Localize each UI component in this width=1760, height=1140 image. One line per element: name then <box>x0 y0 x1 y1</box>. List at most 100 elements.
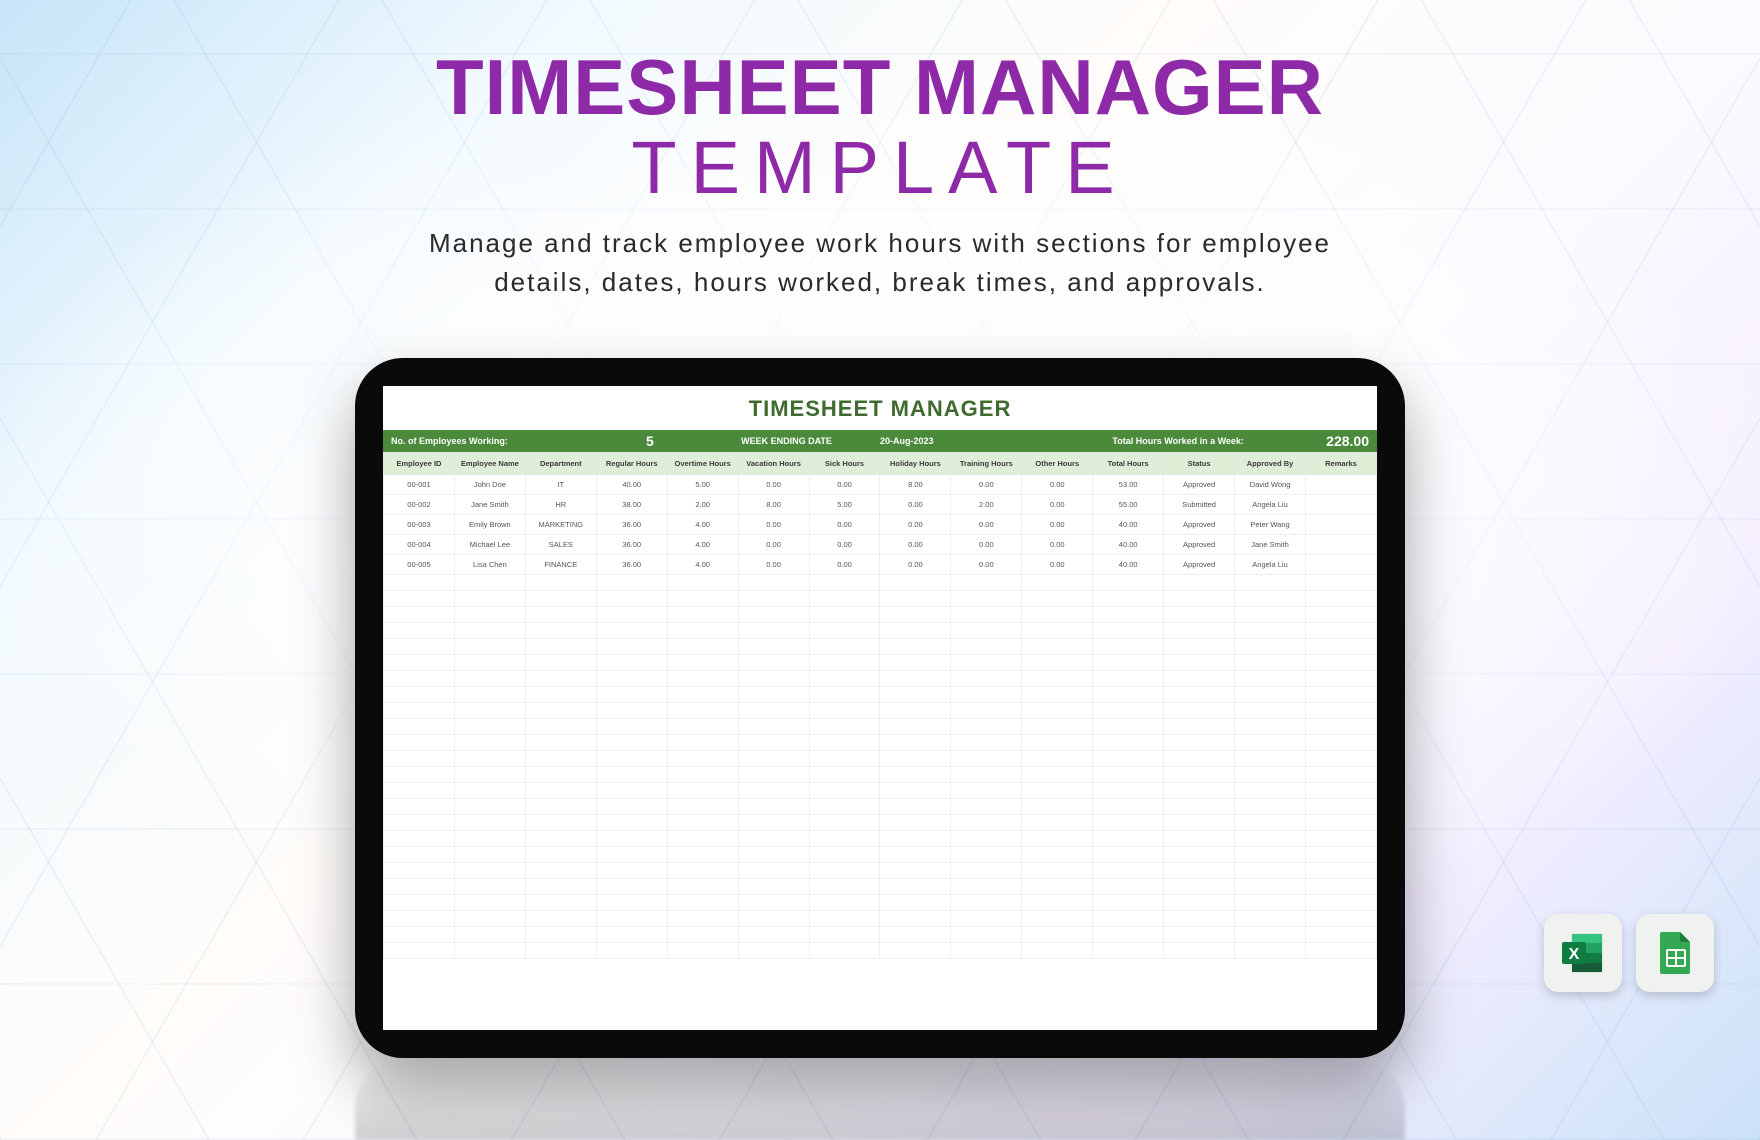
table-cell-empty <box>1164 655 1235 671</box>
table-row: 00-004Michael LeeSALES36.004.000.000.000… <box>384 535 1377 555</box>
table-cell-empty <box>1305 623 1376 639</box>
table-cell-empty <box>880 607 951 623</box>
table-cell: 0.00 <box>880 515 951 535</box>
table-cell-empty <box>880 591 951 607</box>
table-cell-empty <box>667 751 738 767</box>
table-cell-empty <box>454 895 525 911</box>
table-cell-empty <box>525 607 596 623</box>
table-cell-empty <box>880 943 951 959</box>
table-cell-empty <box>738 943 809 959</box>
table-row-empty <box>384 607 1377 623</box>
table-row-empty <box>384 671 1377 687</box>
table-cell-empty <box>738 831 809 847</box>
table-cell-empty <box>1164 591 1235 607</box>
table-cell-empty <box>951 943 1022 959</box>
table-cell-empty <box>738 847 809 863</box>
table-cell-empty <box>1235 591 1306 607</box>
table-cell: MARKETING <box>525 515 596 535</box>
table-cell-empty <box>1235 879 1306 895</box>
table-cell-empty <box>1235 831 1306 847</box>
table-cell-empty <box>1093 879 1164 895</box>
table-cell-empty <box>667 911 738 927</box>
table-row-empty <box>384 847 1377 863</box>
table-cell-empty <box>384 735 455 751</box>
table-cell-empty <box>809 767 880 783</box>
table-cell-empty <box>738 591 809 607</box>
table-cell-empty <box>667 671 738 687</box>
table-cell-empty <box>454 943 525 959</box>
table-cell-empty <box>738 655 809 671</box>
table-cell-empty <box>1235 687 1306 703</box>
table-cell-empty <box>1235 767 1306 783</box>
table-cell-empty <box>809 671 880 687</box>
table-cell-empty <box>951 655 1022 671</box>
table-cell-empty <box>880 799 951 815</box>
table-cell-empty <box>951 815 1022 831</box>
table-cell-empty <box>809 591 880 607</box>
table-cell-empty <box>1305 751 1376 767</box>
table-cell: 0.00 <box>738 475 809 495</box>
table-cell-empty <box>1022 799 1093 815</box>
table-cell: Approved <box>1164 535 1235 555</box>
table-cell-empty <box>1093 767 1164 783</box>
table-cell-empty <box>1093 847 1164 863</box>
table-cell-empty <box>667 719 738 735</box>
table-cell-empty <box>1235 783 1306 799</box>
table-cell-empty <box>738 719 809 735</box>
table-cell: 0.00 <box>809 535 880 555</box>
table-cell-empty <box>1093 735 1164 751</box>
table-cell-empty <box>1022 735 1093 751</box>
table-cell-empty <box>809 607 880 623</box>
table-cell-empty <box>1093 927 1164 943</box>
table-cell-empty <box>596 879 667 895</box>
table-cell-empty <box>809 943 880 959</box>
table-cell-empty <box>951 639 1022 655</box>
table-row-empty <box>384 879 1377 895</box>
table-cell-empty <box>1093 655 1164 671</box>
column-header: Overtime Hours <box>667 453 738 475</box>
table-cell-empty <box>1305 703 1376 719</box>
table-cell-empty <box>667 767 738 783</box>
table-cell-empty <box>384 719 455 735</box>
table-row: 00-001John DoeIT40.005.000.000.008.000.0… <box>384 475 1377 495</box>
table-cell: Peter Wang <box>1235 515 1306 535</box>
table-cell-empty <box>1164 671 1235 687</box>
table-row: 00-002Jane SmithHR38.002.008.005.000.002… <box>384 495 1377 515</box>
table-row-empty <box>384 703 1377 719</box>
table-cell-empty <box>1235 671 1306 687</box>
table-cell-empty <box>951 575 1022 591</box>
table-cell-empty <box>384 607 455 623</box>
table-cell: 2.00 <box>951 495 1022 515</box>
table-cell-empty <box>1093 639 1164 655</box>
table-cell: David Wong <box>1235 475 1306 495</box>
table-cell-empty <box>1164 943 1235 959</box>
table-row-empty <box>384 831 1377 847</box>
table-body: 00-001John DoeIT40.005.000.000.008.000.0… <box>384 475 1377 959</box>
table-cell-empty <box>596 911 667 927</box>
table-cell: 0.00 <box>951 535 1022 555</box>
table-cell: 0.00 <box>738 515 809 535</box>
table-cell-empty <box>1305 943 1376 959</box>
table-row-empty <box>384 943 1377 959</box>
table-cell-empty <box>667 895 738 911</box>
table-row-empty <box>384 751 1377 767</box>
timesheet-table: Employee IDEmployee NameDepartmentRegula… <box>383 452 1377 959</box>
table-cell: Angela Liu <box>1235 555 1306 575</box>
table-cell-empty <box>1022 767 1093 783</box>
table-cell-empty <box>1022 831 1093 847</box>
table-cell-empty <box>596 639 667 655</box>
table-cell-empty <box>384 831 455 847</box>
table-cell: 00-002 <box>384 495 455 515</box>
table-cell: 00-005 <box>384 555 455 575</box>
table-row-empty <box>384 815 1377 831</box>
table-cell-empty <box>667 927 738 943</box>
table-cell: Angela Liu <box>1235 495 1306 515</box>
table-cell-empty <box>1164 623 1235 639</box>
table-cell-empty <box>809 735 880 751</box>
table-cell-empty <box>384 703 455 719</box>
table-cell-empty <box>454 927 525 943</box>
table-cell-empty <box>1305 767 1376 783</box>
table-cell-empty <box>1093 911 1164 927</box>
table-cell-empty <box>454 863 525 879</box>
table-cell-empty <box>1235 607 1306 623</box>
